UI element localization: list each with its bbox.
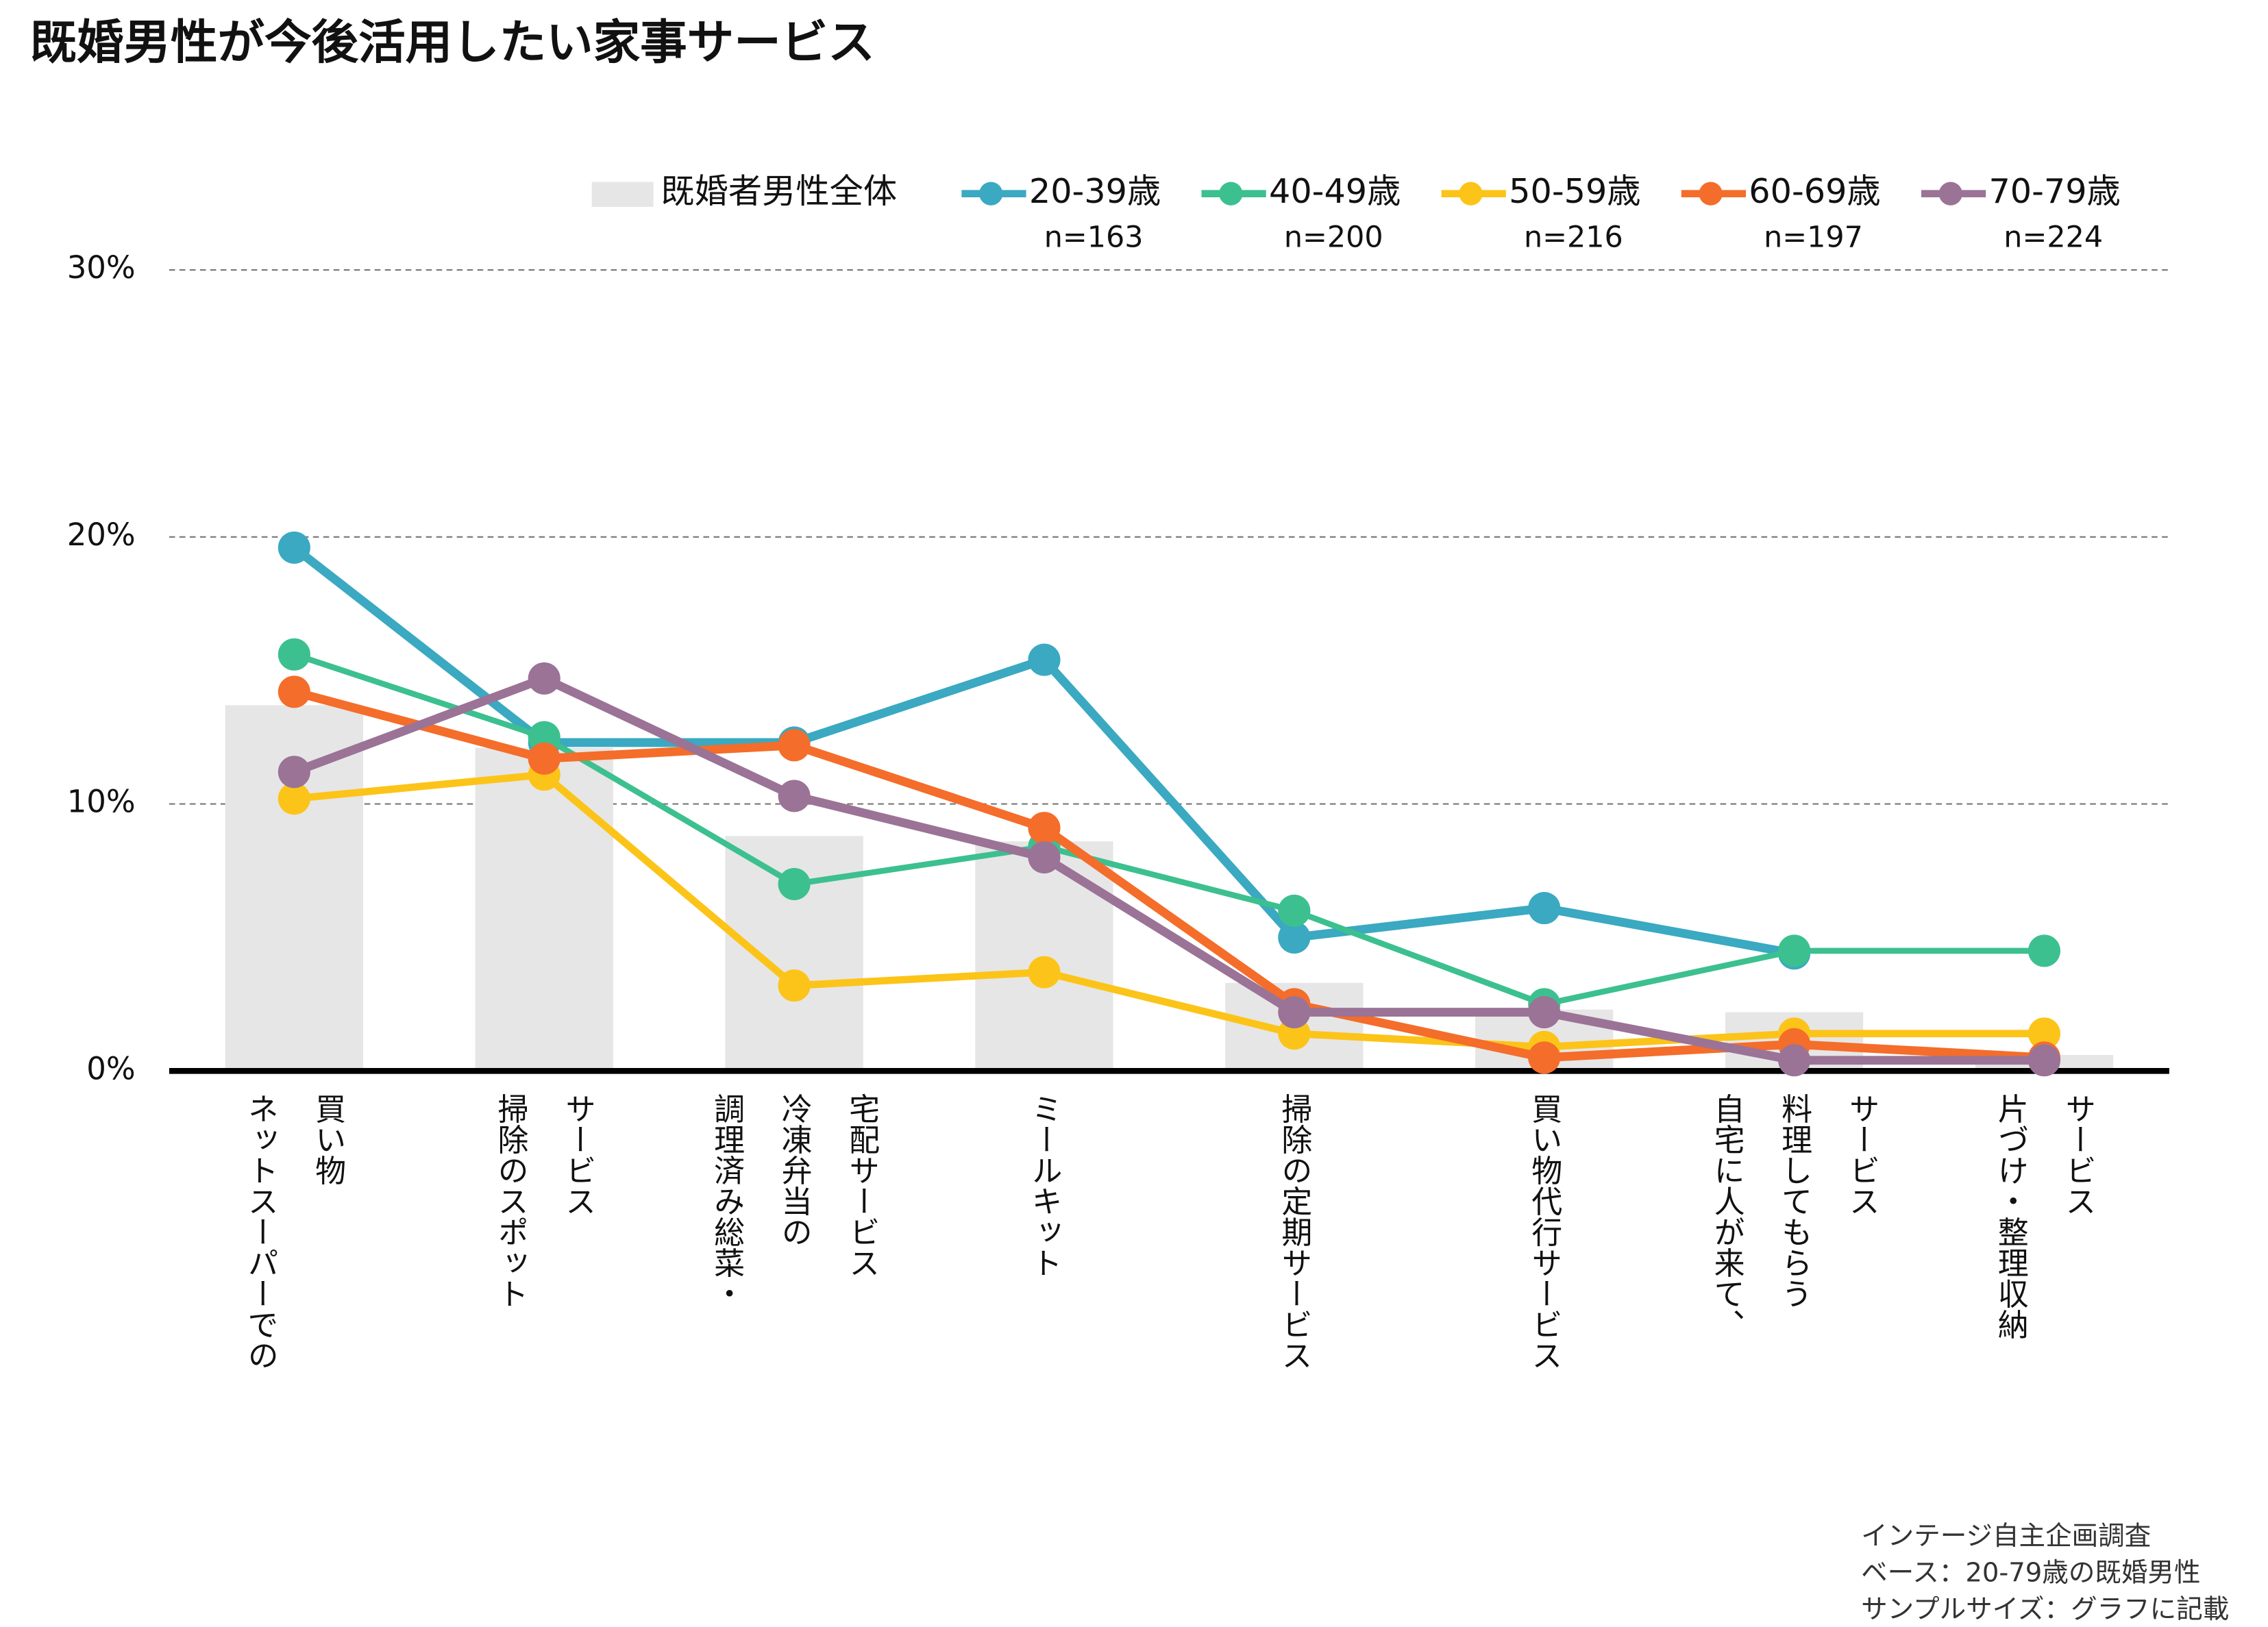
data-point bbox=[778, 729, 811, 762]
data-point bbox=[778, 969, 811, 1002]
data-point bbox=[1528, 1041, 1561, 1074]
data-point bbox=[278, 756, 310, 788]
data-point bbox=[528, 742, 560, 775]
legend-label: 既婚者男性全体 bbox=[661, 171, 897, 211]
data-point bbox=[1278, 894, 1311, 928]
data-point bbox=[278, 638, 310, 671]
data-point bbox=[278, 782, 310, 815]
data-point bbox=[1528, 996, 1561, 1029]
legend-label: 40-49歳 bbox=[1269, 171, 1401, 211]
data-point bbox=[778, 780, 811, 812]
data-point bbox=[1028, 812, 1061, 845]
x-tick-label: 片づけ・整理収納 bbox=[1993, 1093, 2029, 1339]
x-tick-label: サービス bbox=[1844, 1093, 1880, 1216]
legend-n: n=197 bbox=[1764, 221, 1863, 255]
x-tick-label: 冷凍弁当の bbox=[776, 1093, 813, 1247]
series-line bbox=[293, 771, 2045, 1051]
legend-label: 50-59歳 bbox=[1509, 171, 1640, 211]
data-point bbox=[2027, 1044, 2060, 1077]
legend-marker bbox=[979, 182, 1003, 206]
data-point bbox=[1528, 892, 1561, 925]
data-point bbox=[1278, 996, 1311, 1029]
x-tick-label: 買い物代行サービス bbox=[1526, 1093, 1562, 1370]
y-tick-label: 30% bbox=[67, 249, 136, 286]
series-line bbox=[293, 687, 2045, 1063]
x-tick-label: 宅配サービス bbox=[843, 1093, 880, 1278]
legend-label: 20-39歳 bbox=[1029, 171, 1161, 211]
data-point bbox=[528, 662, 560, 695]
legend-marker bbox=[1938, 182, 1962, 206]
data-point bbox=[2027, 1017, 2060, 1050]
legend-n: n=163 bbox=[1044, 221, 1144, 255]
source-note: ベース：20-79歳の既婚男性 bbox=[1861, 1557, 2200, 1588]
source-note: サンプルサイズ：グラフに記載 bbox=[1861, 1594, 2229, 1625]
legend-swatch bbox=[591, 182, 654, 207]
data-point bbox=[1278, 921, 1311, 954]
data-point bbox=[1028, 841, 1061, 874]
y-tick-label: 10% bbox=[67, 784, 136, 820]
data-point bbox=[1778, 934, 1811, 967]
data-point bbox=[278, 675, 310, 708]
chart-title: 既婚男性が今後活用したい家事サービス bbox=[29, 16, 874, 71]
x-tick-label: ミールキット bbox=[1026, 1093, 1062, 1278]
x-tick-label: サービス bbox=[2060, 1093, 2096, 1216]
source-note: インテージ自主企画調査 bbox=[1861, 1521, 2151, 1552]
data-point bbox=[1028, 643, 1061, 676]
y-tick-label: 0% bbox=[86, 1050, 135, 1086]
bar bbox=[475, 747, 613, 1071]
series-line bbox=[293, 673, 2045, 1065]
y-tick-label: 20% bbox=[67, 517, 136, 553]
legend-label: 70-79歳 bbox=[1988, 171, 2120, 211]
x-tick-label: サービス bbox=[560, 1093, 596, 1216]
x-tick-label: 料理してもらう bbox=[1776, 1093, 1812, 1308]
data-point bbox=[278, 531, 310, 564]
legend-marker bbox=[1459, 182, 1483, 206]
legend-n: n=224 bbox=[2004, 221, 2103, 255]
x-tick-label: ネットスーパーでの bbox=[243, 1093, 279, 1370]
legend-label: 60-69歳 bbox=[1749, 171, 1880, 211]
x-tick-label: 掃除の定期サービス bbox=[1276, 1093, 1312, 1370]
legend-marker bbox=[1219, 182, 1243, 206]
data-point bbox=[1028, 956, 1061, 989]
x-tick-label: 自宅に人が来て、 bbox=[1709, 1093, 1745, 1339]
data-point bbox=[1778, 1044, 1811, 1077]
series-line bbox=[293, 651, 2045, 1008]
x-tick-label: 調理済み総菜・ bbox=[708, 1093, 745, 1308]
legend-n: n=216 bbox=[1524, 221, 1623, 255]
legend-marker bbox=[1699, 182, 1723, 206]
legend-n: n=200 bbox=[1284, 221, 1383, 255]
data-point bbox=[2027, 934, 2060, 967]
data-point bbox=[778, 867, 811, 901]
x-tick-label: 買い物 bbox=[310, 1093, 346, 1185]
x-tick-label: 掃除のスポット bbox=[492, 1093, 528, 1308]
